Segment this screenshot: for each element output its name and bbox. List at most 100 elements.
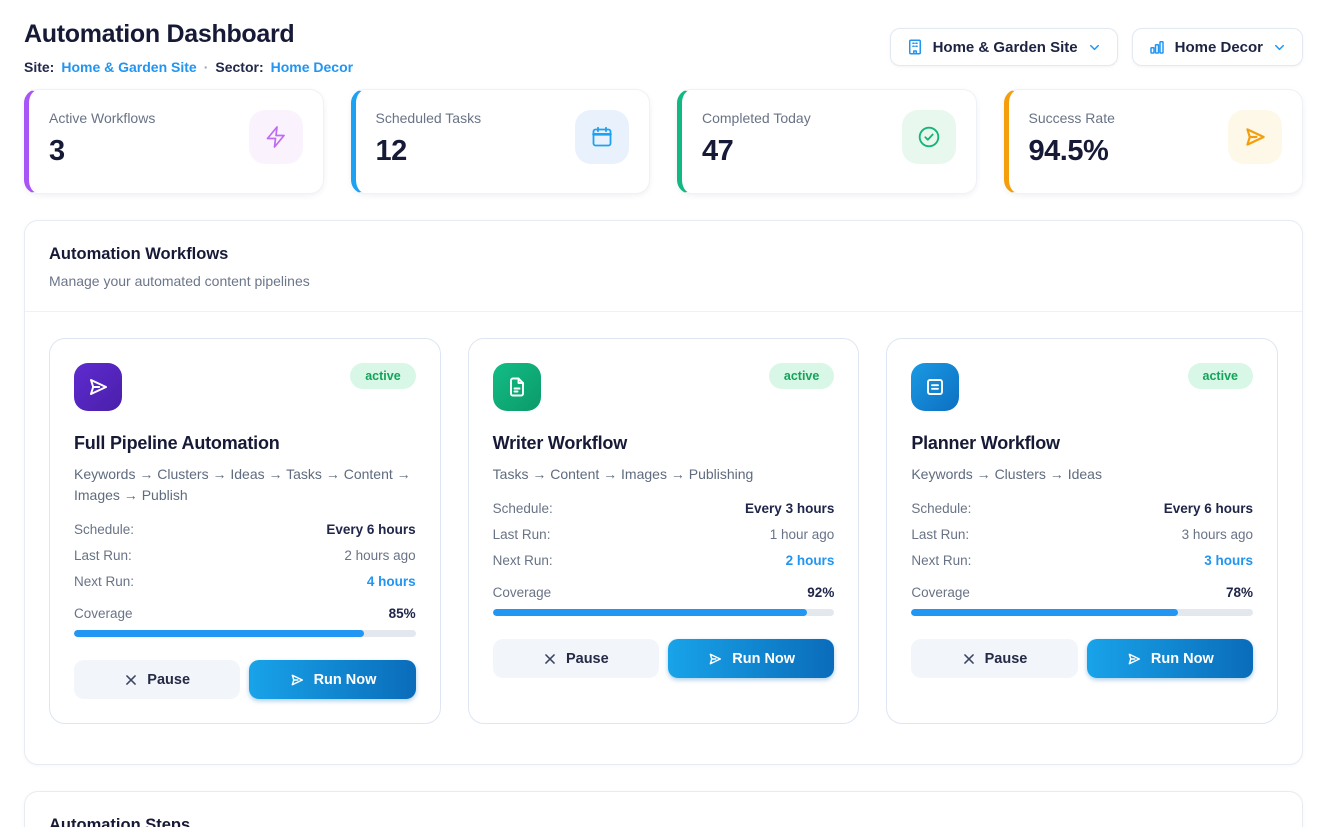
site-selector-dropdown[interactable]: Home & Garden Site — [889, 28, 1118, 66]
next-run-row: Next Run: 3 hours — [911, 553, 1253, 568]
workflows-section: Automation Workflows Manage your automat… — [24, 220, 1303, 765]
stat-label: Completed Today — [702, 110, 811, 126]
coverage-block: Coverage 78% — [911, 585, 1253, 616]
stat-card-active-workflows: Active Workflows 3 — [24, 89, 324, 194]
run-now-button[interactable]: Run Now — [1086, 639, 1253, 678]
workflow-name: Planner Workflow — [911, 433, 1060, 453]
last-run-value: 3 hours ago — [1181, 527, 1253, 542]
workflow-name: Writer Workflow — [492, 433, 628, 453]
workflows-section-subtitle: Manage your automated content pipelines — [49, 273, 310, 289]
coverage-progress-fill — [492, 609, 807, 616]
stats-row: Active Workflows 3 Scheduled Tasks 12 Co… — [24, 89, 1303, 194]
next-run-value: 3 hours — [1204, 553, 1253, 568]
coverage-block: Coverage 85% — [74, 606, 416, 637]
last-run-value: 2 hours ago — [344, 548, 416, 563]
workflows-grid: active Full Pipeline Automation Keywords… — [25, 312, 1302, 764]
sector-label: Sector: — [215, 59, 264, 75]
last-run-row: Last Run: 3 hours ago — [911, 527, 1253, 542]
workflow-pipeline: Keywords → Clusters → Ideas → Tasks → Co… — [74, 466, 411, 503]
pause-button[interactable]: Pause — [74, 660, 241, 699]
stat-value: 94.5% — [1028, 135, 1109, 167]
chevron-down-icon — [1087, 40, 1102, 55]
workflow-card-planner: active Planner Workflow Keywords → Clust… — [886, 338, 1278, 724]
stat-label: Scheduled Tasks — [375, 110, 482, 126]
coverage-value: 92% — [807, 585, 835, 600]
pause-button[interactable]: Pause — [492, 639, 659, 678]
workflow-pipeline: Tasks → Content → Images → Publishing — [492, 466, 754, 482]
sector-link[interactable]: Home Decor — [270, 59, 354, 75]
page-header: Automation Dashboard Site: Home & Garden… — [24, 20, 1303, 75]
site-link[interactable]: Home & Garden Site — [61, 59, 197, 75]
run-now-button[interactable]: Run Now — [668, 639, 835, 678]
x-icon — [962, 652, 976, 666]
stat-value: 12 — [375, 135, 408, 167]
breadcrumb-separator: · — [203, 59, 209, 75]
header-left: Automation Dashboard Site: Home & Garden… — [24, 20, 353, 75]
stat-label: Active Workflows — [49, 110, 156, 126]
stat-card-success-rate: Success Rate 94.5% — [1003, 89, 1303, 194]
send-icon — [707, 651, 723, 667]
stat-card-completed-today: Completed Today 47 — [677, 89, 977, 194]
status-badge: active — [350, 363, 416, 389]
schedule-row: Schedule: Every 6 hours — [911, 501, 1253, 516]
send-icon — [1126, 651, 1142, 667]
workflow-pipeline: Keywords → Clusters → Ideas — [911, 466, 1102, 482]
status-badge: active — [768, 363, 835, 389]
schedule-row: Schedule: Every 3 hours — [492, 501, 835, 516]
send-icon — [289, 672, 305, 688]
last-run-row: Last Run: 1 hour ago — [492, 527, 835, 542]
coverage-block: Coverage 92% — [492, 585, 835, 616]
breadcrumb: Site: Home & Garden Site · Sector: Home … — [24, 59, 353, 75]
sector-selector-label: Home Decor — [1174, 38, 1263, 56]
stat-value: 47 — [702, 135, 734, 167]
site-label: Site: — [24, 59, 55, 75]
next-run-value: 4 hours — [366, 574, 416, 589]
schedule-value: Every 6 hours — [1163, 501, 1253, 516]
send-icon — [74, 363, 122, 411]
send-icon — [1228, 110, 1282, 164]
last-run-value: 1 hour ago — [769, 527, 835, 542]
coverage-progress-bar — [911, 609, 1253, 616]
header-selectors: Home & Garden Site Home Decor — [889, 28, 1303, 66]
stat-card-scheduled-tasks: Scheduled Tasks 12 — [350, 89, 650, 194]
site-selector-label: Home & Garden Site — [932, 38, 1078, 56]
status-badge: active — [1187, 363, 1253, 389]
schedule-value: Every 6 hours — [326, 522, 416, 537]
run-now-button[interactable]: Run Now — [249, 660, 416, 699]
stat-label: Success Rate — [1028, 110, 1115, 126]
coverage-progress-bar — [74, 630, 416, 637]
chevron-down-icon — [1272, 40, 1287, 55]
pause-button[interactable]: Pause — [911, 639, 1078, 678]
next-run-row: Next Run: 4 hours — [74, 574, 416, 589]
building-icon — [906, 38, 924, 56]
notes-icon — [911, 363, 960, 411]
coverage-progress-fill — [911, 609, 1178, 616]
stat-value: 3 — [49, 135, 65, 167]
sector-selector-dropdown[interactable]: Home Decor — [1131, 28, 1303, 66]
steps-section-title: Automation Steps — [49, 816, 191, 827]
workflow-name: Full Pipeline Automation — [74, 433, 280, 453]
last-run-row: Last Run: 2 hours ago — [74, 548, 416, 563]
zap-icon — [248, 110, 303, 164]
schedule-value: Every 3 hours — [745, 501, 835, 516]
x-icon — [124, 673, 138, 687]
calendar-icon — [575, 110, 629, 164]
workflow-card-writer: active Writer Workflow Tasks → Content →… — [467, 338, 860, 724]
workflow-card-full-pipeline: active Full Pipeline Automation Keywords… — [49, 338, 441, 724]
page-title: Automation Dashboard — [24, 20, 295, 48]
steps-section: Automation Steps Configure which steps a… — [24, 791, 1303, 827]
check-circle-icon — [901, 110, 956, 164]
workflows-section-title: Automation Workflows — [49, 245, 229, 263]
coverage-progress-fill — [74, 630, 365, 637]
steps-section-header: Automation Steps Configure which steps a… — [25, 792, 1302, 827]
bar-chart-icon — [1148, 38, 1166, 56]
coverage-value: 78% — [1225, 585, 1253, 600]
schedule-row: Schedule: Every 6 hours — [74, 522, 416, 537]
coverage-progress-bar — [492, 609, 835, 616]
next-run-value: 2 hours — [785, 553, 835, 568]
workflows-section-header: Automation Workflows Manage your automat… — [25, 221, 1302, 312]
next-run-row: Next Run: 2 hours — [492, 553, 835, 568]
file-text-icon — [492, 363, 541, 411]
coverage-value: 85% — [388, 606, 416, 621]
x-icon — [543, 652, 557, 666]
